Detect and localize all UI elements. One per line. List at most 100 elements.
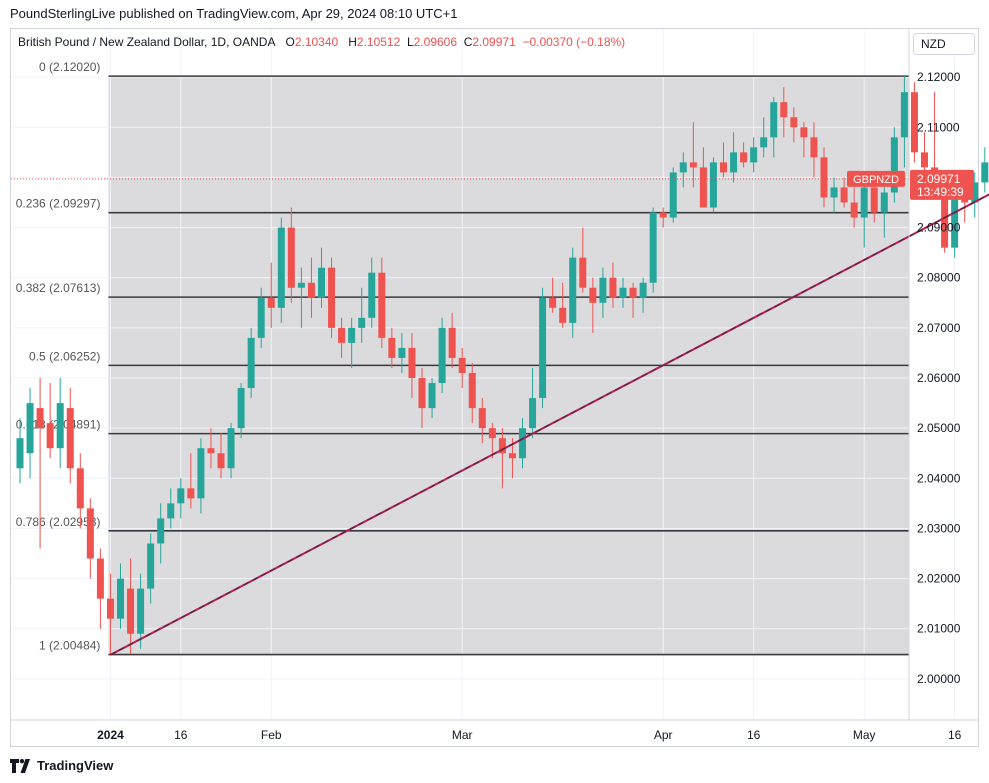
candle-body[interactable] [559,307,567,323]
candle-body[interactable] [981,162,989,183]
candle-body[interactable] [820,157,828,198]
candle-body[interactable] [941,197,949,248]
candle-body[interactable] [418,378,426,409]
candle-body[interactable] [880,192,888,213]
candle-body[interactable] [709,162,717,208]
candle-body[interactable] [348,327,356,343]
candle-body[interactable] [388,337,396,358]
candle-body[interactable] [750,147,758,163]
candle-body[interactable] [398,347,406,358]
candle-body[interactable] [167,503,175,519]
candle-body[interactable] [790,117,798,128]
candle-body[interactable] [227,428,235,469]
candle-body[interactable] [890,137,898,193]
candle-body[interactable] [629,287,637,298]
candle-body[interactable] [569,257,577,323]
candle-body[interactable] [639,282,647,298]
candle-body[interactable] [96,558,104,599]
candle-body[interactable] [488,428,496,439]
candle-body[interactable] [408,347,416,379]
candle-body[interactable] [900,92,908,138]
tradingview-footer[interactable]: TradingView [10,758,113,773]
candle-body[interactable] [318,267,325,298]
candle-body[interactable] [619,287,627,298]
candle-body[interactable] [720,162,727,173]
candle-body[interactable] [438,327,446,384]
candle-body[interactable] [649,212,657,283]
candle-body[interactable] [730,152,738,173]
candle-body[interactable] [378,272,386,338]
candle-body[interactable] [760,137,768,148]
candle-body[interactable] [448,327,456,358]
currency-selector-button[interactable]: NZD [913,33,975,55]
candle-body[interactable] [850,202,858,218]
candle-body[interactable] [368,272,376,318]
candle-body[interactable] [740,152,748,163]
candle-body[interactable] [127,588,135,634]
candle-body[interactable] [508,453,516,459]
fib-level-label: 0 (2.12020) [39,60,100,74]
candle-body[interactable] [910,92,918,153]
candle-body[interactable] [971,182,979,203]
candle-body[interactable] [297,282,305,288]
candle-body[interactable] [458,357,466,373]
candle-body[interactable] [147,543,155,589]
candle-body[interactable] [197,448,205,499]
candle-body[interactable] [46,423,54,449]
candle-body[interactable] [780,102,788,118]
candle-body[interactable] [468,372,476,409]
candle-body[interactable] [76,468,84,509]
candle-body[interactable] [267,297,275,308]
candle-body[interactable] [36,408,44,429]
candle-body[interactable] [830,187,838,198]
candle-body[interactable] [589,287,597,303]
candle-body[interactable] [860,187,868,218]
candle-body[interactable] [599,277,607,303]
candle-body[interactable] [669,172,677,218]
candle-body[interactable] [56,403,64,449]
candle-body[interactable] [870,187,878,213]
candle-body[interactable] [66,408,74,469]
candle-body[interactable] [117,578,124,619]
candle-body[interactable] [207,448,215,454]
candle-body[interactable] [257,297,265,338]
candle-body[interactable] [177,488,185,504]
candle-body[interactable] [961,197,969,203]
candle-body[interactable] [328,267,336,328]
candle-body[interactable] [810,137,818,158]
candle-body[interactable] [217,453,225,469]
candle-body[interactable] [579,257,587,288]
candle-body[interactable] [338,327,346,343]
candle-body[interactable] [689,162,697,168]
candle-body[interactable] [951,197,959,248]
candle-body[interactable] [428,383,436,409]
candle-body[interactable] [237,388,245,429]
candle-body[interactable] [157,518,165,544]
candle-body[interactable] [539,297,547,399]
candle-body[interactable] [529,398,537,429]
candle-body[interactable] [519,428,526,459]
candle-body[interactable] [247,337,255,389]
candle-body[interactable] [800,127,808,138]
candle-body[interactable] [840,187,848,203]
candle-body[interactable] [770,102,778,138]
candle-body[interactable] [679,162,687,173]
candle-body[interactable] [921,152,928,168]
candle-body[interactable] [609,277,617,298]
candle-body[interactable] [659,212,667,218]
candle-body[interactable] [498,438,506,454]
candle-body[interactable] [16,438,24,469]
candle-body[interactable] [478,408,486,429]
candle-body[interactable] [549,297,557,308]
candle-body[interactable] [187,488,195,499]
candle-body[interactable] [307,282,315,298]
candle-body[interactable] [137,588,145,634]
candle-body[interactable] [358,317,366,328]
candle-body[interactable] [106,598,114,619]
candle-body[interactable] [86,508,94,559]
candle-body[interactable] [277,227,285,308]
candle-body[interactable] [699,167,707,208]
candle-body[interactable] [26,403,34,454]
candle-body[interactable] [287,227,295,288]
